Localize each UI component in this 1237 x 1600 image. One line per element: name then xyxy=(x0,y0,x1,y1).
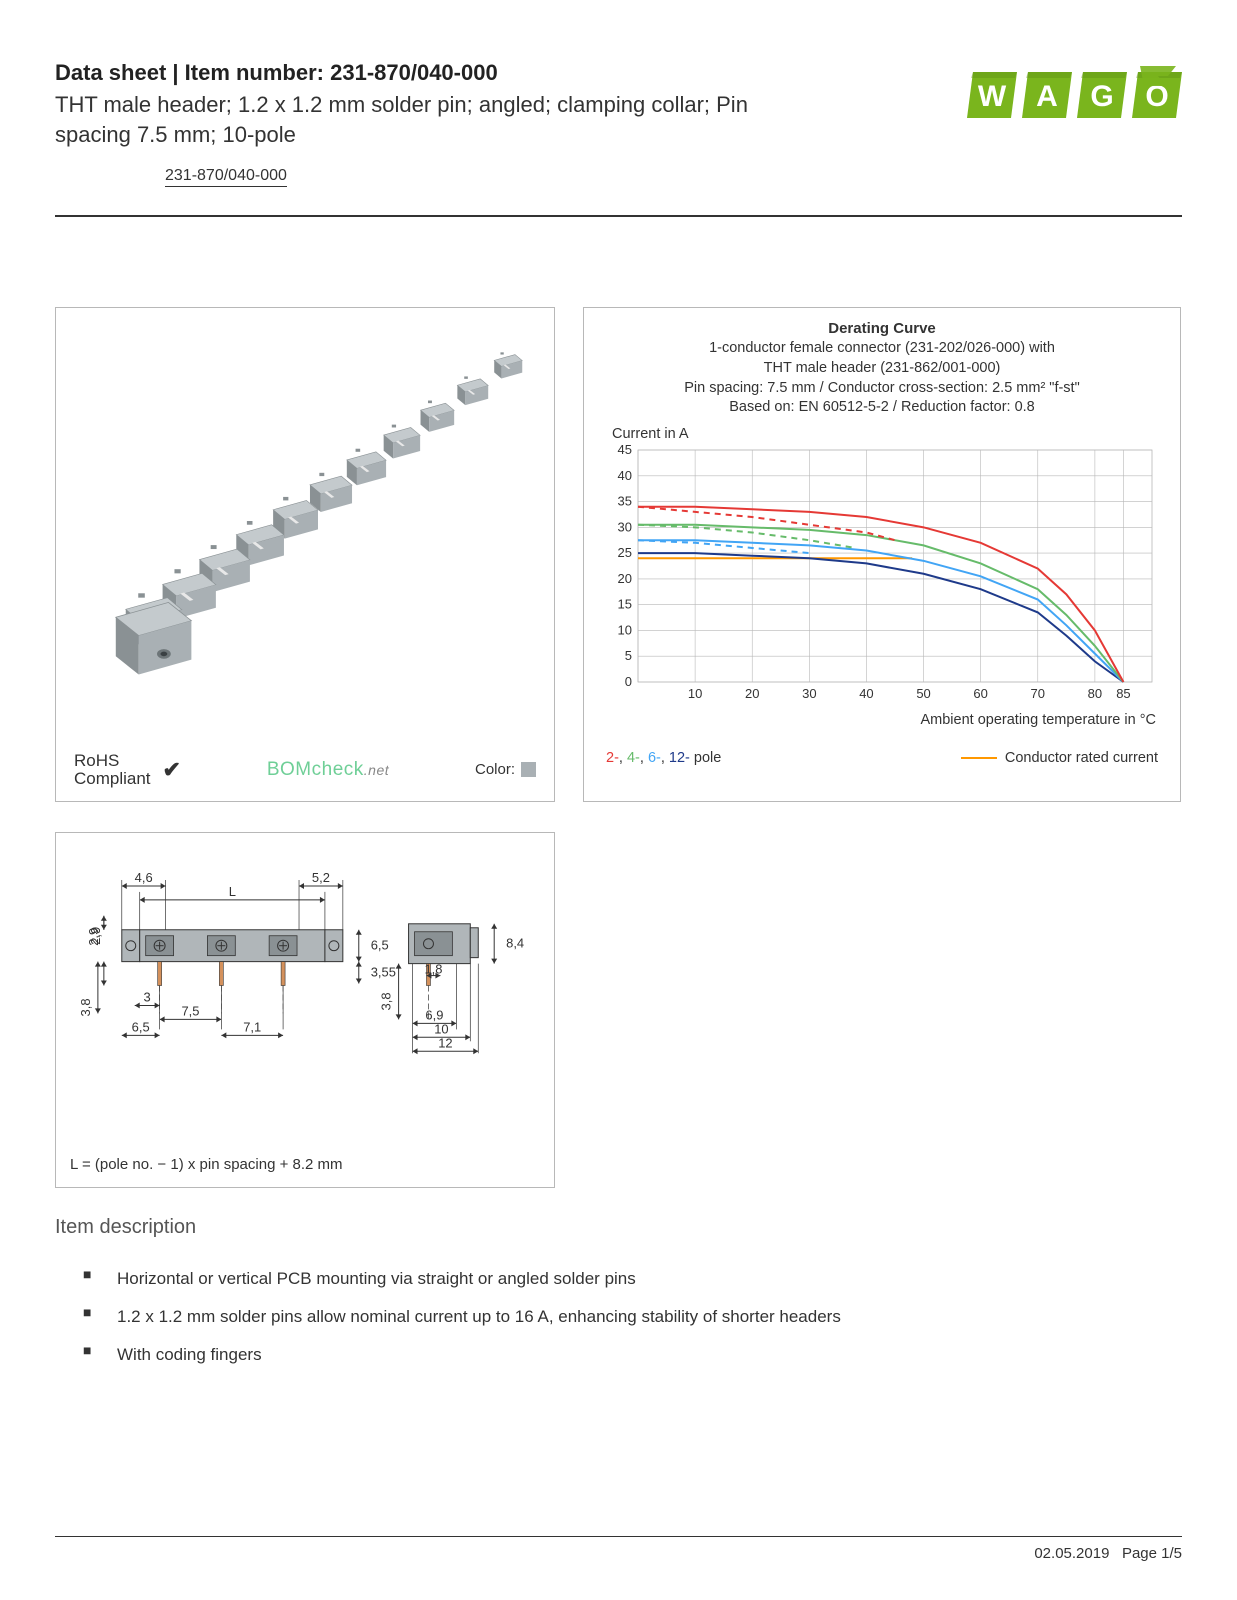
svg-text:2,9: 2,9 xyxy=(86,928,101,946)
description-list: Horizontal or vertical PCB mounting via … xyxy=(55,1267,1182,1366)
derating-chart: 0 5 10 15 20 25 30 35 40 45 10 20 30 40 50 60 70 80 85 xyxy=(602,444,1162,704)
diagram-panel: L4,65,22,92,93,86,53,5537,56,57,18,43,81… xyxy=(55,832,555,1188)
bomcheck-badge: BOMcheck.net xyxy=(267,759,389,781)
chart-sub3: Pin spacing: 7.5 mm / Conductor cross-se… xyxy=(684,380,1079,396)
svg-text:5: 5 xyxy=(625,648,632,663)
svg-text:40: 40 xyxy=(618,467,632,482)
svg-text:7,1: 7,1 xyxy=(243,1020,261,1035)
legend-poles: 2-, 4-, 6-, 12- pole xyxy=(606,750,721,766)
svg-text:4,6: 4,6 xyxy=(135,870,153,885)
chart-area: 0 5 10 15 20 25 30 35 40 45 10 20 30 40 50 60 70 80 85 xyxy=(602,444,1162,708)
svg-text:45: 45 xyxy=(618,444,632,457)
svg-text:30: 30 xyxy=(802,686,816,701)
top-panels: RoHS Compliant ✔ BOMcheck.net Color: Der… xyxy=(55,307,1182,802)
svg-text:3: 3 xyxy=(144,990,151,1005)
svg-text:30: 30 xyxy=(618,519,632,534)
rohs-text: RoHS Compliant xyxy=(74,752,151,788)
svg-text:8,4: 8,4 xyxy=(506,936,524,951)
svg-text:6,9: 6,9 xyxy=(425,1008,443,1023)
svg-text:5,2: 5,2 xyxy=(312,870,330,885)
technical-drawing: L4,65,22,92,93,86,53,5537,56,57,18,43,81… xyxy=(70,847,540,1138)
chart-subtitle: 1-conductor female connector (231-202/02… xyxy=(602,339,1162,417)
footer-date: 02.05.2019 xyxy=(1034,1545,1109,1562)
item-number: 231-870/040-000 xyxy=(330,60,498,85)
legend-conductor: Conductor rated current xyxy=(961,750,1158,766)
svg-text:20: 20 xyxy=(618,571,632,586)
datasheet-title: Data sheet | Item number: 231-870/040-00… xyxy=(55,60,962,86)
svg-text:10: 10 xyxy=(434,1022,448,1037)
svg-text:3,55: 3,55 xyxy=(371,965,396,980)
svg-text:10: 10 xyxy=(688,686,702,701)
svg-text:3,8: 3,8 xyxy=(78,999,93,1017)
bomcheck-suffix: .net xyxy=(364,762,389,778)
wago-logo: WAGO xyxy=(962,60,1182,130)
chart-title: Derating Curve xyxy=(602,320,1162,337)
list-item: Horizontal or vertical PCB mounting via … xyxy=(83,1267,1182,1291)
svg-text:A: A xyxy=(1036,80,1058,113)
svg-text:80: 80 xyxy=(1088,686,1102,701)
svg-text:85: 85 xyxy=(1116,686,1130,701)
svg-text:L: L xyxy=(229,884,236,899)
product-image xyxy=(66,318,544,741)
svg-text:35: 35 xyxy=(618,493,632,508)
svg-text:15: 15 xyxy=(618,596,632,611)
color-swatch xyxy=(521,762,536,777)
color-label-text: Color: xyxy=(475,761,515,778)
legend-pole-label: 4- xyxy=(627,750,640,766)
check-icon: ✔ xyxy=(163,757,181,783)
svg-text:0: 0 xyxy=(625,674,632,689)
page-footer: 02.05.2019 Page 1/5 xyxy=(55,1536,1182,1562)
color-indicator: Color: xyxy=(475,761,536,778)
svg-text:W: W xyxy=(978,80,1007,113)
svg-text:1,8: 1,8 xyxy=(424,962,442,977)
badge-row: RoHS Compliant ✔ BOMcheck.net Color: xyxy=(66,742,544,792)
svg-text:50: 50 xyxy=(916,686,930,701)
legend-pole-label: 2- xyxy=(606,750,619,766)
header-text: Data sheet | Item number: 231-870/040-00… xyxy=(55,60,962,187)
svg-text:6,5: 6,5 xyxy=(132,1020,150,1035)
svg-text:3,8: 3,8 xyxy=(379,993,394,1011)
svg-text:20: 20 xyxy=(745,686,759,701)
svg-text:70: 70 xyxy=(1031,686,1045,701)
svg-text:12: 12 xyxy=(438,1036,452,1051)
section-title: Item description xyxy=(55,1216,1182,1239)
item-link[interactable]: 231-870/040-000 xyxy=(165,167,287,187)
rohs-line2: Compliant xyxy=(74,769,151,788)
list-item: With coding fingers xyxy=(83,1343,1182,1367)
conductor-label: Conductor rated current xyxy=(1005,750,1158,766)
chart-legend: 2-, 4-, 6-, 12- pole Conductor rated cur… xyxy=(602,750,1162,766)
y-axis-label: Current in A xyxy=(612,426,1162,442)
list-item: 1.2 x 1.2 mm solder pins allow nominal c… xyxy=(83,1305,1182,1329)
chart-panel: Derating Curve 1-conductor female connec… xyxy=(583,307,1181,802)
product-panel: RoHS Compliant ✔ BOMcheck.net Color: xyxy=(55,307,555,802)
svg-text:7,5: 7,5 xyxy=(181,1004,199,1019)
chart-sub1: 1-conductor female connector (231-202/02… xyxy=(709,340,1055,356)
title-prefix: Data sheet | Item number: xyxy=(55,60,330,85)
rohs-line1: RoHS xyxy=(74,751,119,770)
chart-sub2: THT male header (231-862/001-000) xyxy=(764,360,1001,376)
chart-sub4: Based on: EN 60512-5-2 / Reduction facto… xyxy=(729,399,1035,415)
legend-pole-label: 12- xyxy=(669,750,690,766)
svg-text:6,5: 6,5 xyxy=(371,938,389,953)
rohs-badge: RoHS Compliant ✔ xyxy=(74,752,181,788)
svg-text:10: 10 xyxy=(618,622,632,637)
svg-text:60: 60 xyxy=(973,686,987,701)
svg-text:25: 25 xyxy=(618,545,632,560)
conductor-line-icon xyxy=(961,757,997,759)
svg-text:40: 40 xyxy=(859,686,873,701)
legend-pole-label: 6- xyxy=(648,750,661,766)
svg-text:G: G xyxy=(1090,80,1113,113)
product-description: THT male header; 1.2 x 1.2 mm solder pin… xyxy=(55,90,775,149)
x-axis-label: Ambient operating temperature in °C xyxy=(602,712,1162,728)
bomcheck-main: BOMcheck xyxy=(267,759,364,780)
diagram-caption: L = (pole no. − 1) x pin spacing + 8.2 m… xyxy=(70,1156,540,1173)
footer-page: Page 1/5 xyxy=(1122,1545,1182,1562)
header: Data sheet | Item number: 231-870/040-00… xyxy=(55,60,1182,217)
